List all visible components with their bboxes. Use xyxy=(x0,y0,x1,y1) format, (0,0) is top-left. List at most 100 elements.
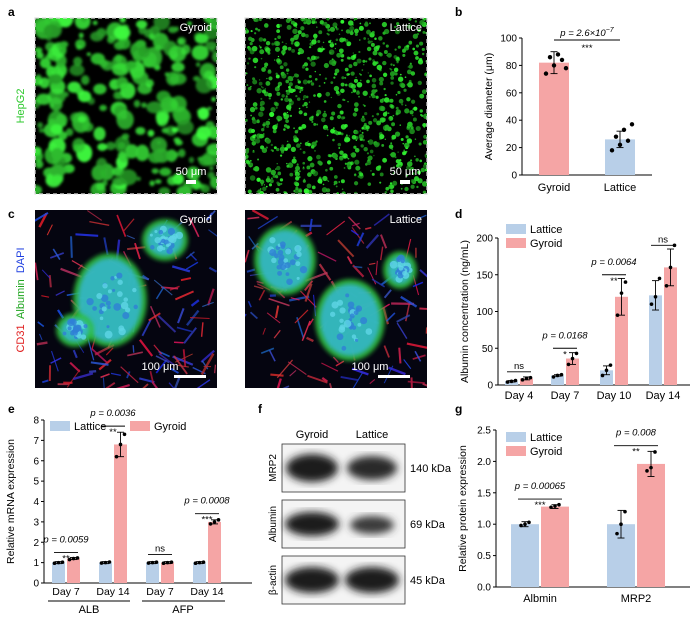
fiber-stroke xyxy=(91,348,108,363)
fiber-stroke xyxy=(116,214,127,238)
cell-speck xyxy=(338,181,341,183)
fiber-stroke xyxy=(202,301,214,308)
cell-speck xyxy=(371,94,376,99)
cell-blob xyxy=(107,35,115,44)
cell-speck xyxy=(296,97,301,101)
cell-speck xyxy=(292,88,296,92)
cell-speck xyxy=(310,145,315,149)
scale-label-a1: 50 μm xyxy=(176,166,207,178)
cell-speck xyxy=(395,57,400,62)
cell-speck xyxy=(354,107,359,112)
d-xtick-label: Day 7 xyxy=(551,390,580,402)
d-pvalue: p = 0.0168 xyxy=(541,330,588,341)
cell-speck xyxy=(353,78,359,83)
cell-blob xyxy=(208,126,217,140)
d-point xyxy=(623,280,628,284)
fiber-stroke xyxy=(260,347,275,355)
cell-speck xyxy=(339,113,341,115)
cell-speck xyxy=(308,75,312,79)
fiber-stroke xyxy=(185,261,199,270)
cell-speck xyxy=(265,167,272,173)
cell-speck xyxy=(424,153,427,159)
cell-speck xyxy=(279,146,286,152)
fiber-stroke xyxy=(414,387,416,388)
cell-speck xyxy=(352,112,357,117)
d-point xyxy=(619,291,624,295)
cell-blob xyxy=(136,176,141,181)
cell-speck xyxy=(372,61,377,66)
blot-kda-bactin: 45 kDa xyxy=(410,575,446,587)
cell-speck xyxy=(285,43,287,45)
cell-speck xyxy=(309,116,314,122)
fiber-stroke xyxy=(155,286,165,300)
e-point xyxy=(60,560,65,565)
cell-speck xyxy=(297,51,301,55)
cell-blob xyxy=(54,63,68,78)
e-point xyxy=(208,522,213,526)
cell-blob xyxy=(121,67,127,73)
cell-speck xyxy=(329,42,335,48)
cell-speck xyxy=(286,24,292,30)
cell-speck xyxy=(286,140,289,143)
cell-speck xyxy=(371,83,377,89)
nucleus-dot xyxy=(354,338,359,342)
fiber-stroke xyxy=(318,263,332,281)
nucleus-dot xyxy=(339,307,346,314)
fiber-stroke xyxy=(247,300,252,308)
panel-letter-e: e xyxy=(8,402,15,416)
cell-speck xyxy=(288,88,293,93)
cell-speck xyxy=(323,100,327,103)
cell-speck xyxy=(400,137,404,141)
fiber-stroke xyxy=(296,316,305,339)
cell-speck xyxy=(405,104,407,107)
cell-speck xyxy=(293,135,297,140)
cell-speck xyxy=(293,127,295,130)
cell-speck xyxy=(280,98,284,101)
d-pvalue: p = 0.0064 xyxy=(590,257,636,268)
cell-blob xyxy=(159,167,172,177)
fiber-stroke xyxy=(177,308,185,324)
cell-speck xyxy=(295,176,300,181)
cell-speck xyxy=(257,28,261,32)
fiber-stroke xyxy=(126,235,135,240)
cell-speck xyxy=(330,96,332,99)
cell-speck xyxy=(310,18,317,22)
fiber-stroke xyxy=(142,383,149,388)
d-point xyxy=(649,302,654,306)
cell-speck xyxy=(285,68,290,72)
cell-blob xyxy=(119,82,129,90)
cell-speck xyxy=(307,140,309,143)
cell-speck xyxy=(344,139,347,142)
cell-blob xyxy=(35,93,52,105)
fiber-stroke xyxy=(197,386,200,388)
fiber-stroke xyxy=(419,269,427,278)
cell-speck xyxy=(289,172,294,177)
cell-speck xyxy=(245,147,250,152)
blot-band-albumin-lattice xyxy=(350,516,394,534)
nucleus-dot xyxy=(339,318,344,324)
e-point xyxy=(114,454,119,459)
cell-speck xyxy=(390,142,393,145)
cell-speck xyxy=(248,47,252,51)
cell-speck xyxy=(359,79,362,82)
cell-blob xyxy=(72,137,86,153)
cell-speck xyxy=(265,47,271,53)
cell-speck xyxy=(397,76,404,82)
cell-speck xyxy=(381,143,385,147)
cell-speck xyxy=(270,106,276,113)
fiber-stroke xyxy=(200,322,204,337)
cell-blob xyxy=(112,176,126,187)
cell-blob xyxy=(156,90,171,103)
fiber-stroke xyxy=(190,317,210,320)
cell-speck xyxy=(394,156,397,159)
cell-speck xyxy=(259,188,262,190)
nucleus-dot xyxy=(149,233,153,237)
cell-speck xyxy=(327,180,330,182)
cell-speck xyxy=(298,107,301,110)
cell-speck xyxy=(409,128,415,135)
cell-speck xyxy=(391,71,396,76)
cell-speck xyxy=(348,135,350,137)
cell-blob xyxy=(48,74,63,85)
cell-blob xyxy=(173,177,179,183)
cell-blob xyxy=(146,101,163,114)
